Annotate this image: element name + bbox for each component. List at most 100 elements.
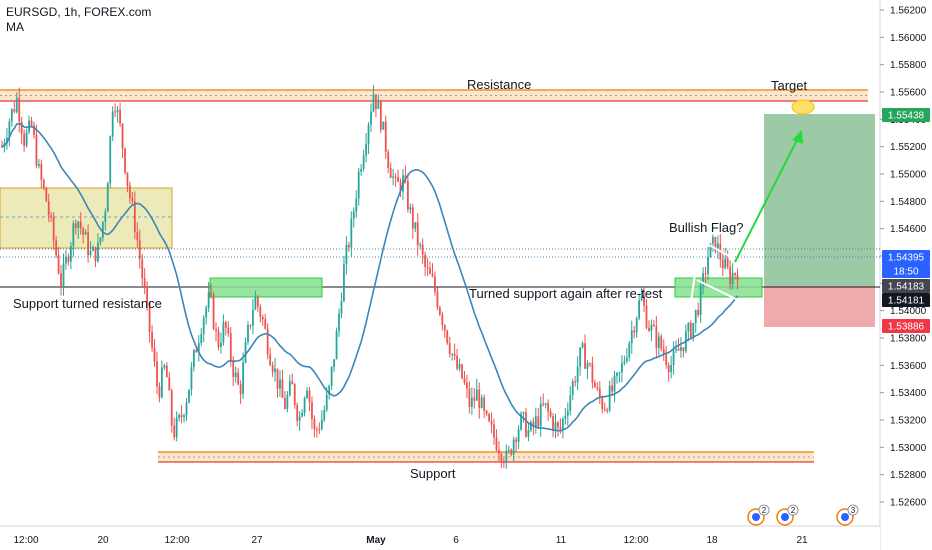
candle-body [183,415,185,418]
event-badge-count-bg [787,504,799,516]
candle-body [30,120,33,126]
y-tick-label: 1.55000 [890,170,927,181]
candle-body [635,318,638,333]
candle-body [621,363,623,373]
candle-body [650,324,653,331]
candle-body [625,357,628,362]
candle-body [498,450,500,454]
candle-body [254,296,257,310]
candle-body [212,294,215,329]
candle-body [729,266,732,285]
candle-body [284,397,286,409]
candle-body [414,222,417,229]
candle-body [158,386,161,398]
candle-body [106,183,109,212]
candle-body [704,273,707,275]
candle-body [692,323,695,338]
candle-body [379,101,382,130]
candle-body [606,410,609,412]
y-tick-label: 1.53600 [890,361,927,372]
event-badges[interactable]: 2 2 3 [747,504,859,526]
candle-body [315,429,318,431]
candle-body [522,412,525,414]
candle-body [707,257,709,274]
candle-body [470,397,473,408]
candle-body [527,429,530,437]
candle-body [724,258,727,269]
candle-body [530,421,532,430]
candle-body [483,397,486,411]
candle-body [82,228,85,235]
candle-body [689,322,692,338]
candle-body [662,348,665,355]
candle-body [416,222,419,246]
price-tag [882,250,930,264]
candle-body [485,410,488,414]
candle-body [111,111,114,137]
candle-body [109,136,112,184]
candle-body [20,121,23,134]
price-tags: 1.55438 1.54395 18:50 1.54183 1.54181 1.53886 [882,108,930,333]
candle-body [313,419,316,430]
candle-body [227,327,230,334]
candle-body [355,198,358,212]
bullish-flag-drawing[interactable] [687,239,743,323]
candle-body [453,353,456,356]
candle-body [136,232,139,241]
candle-body [224,322,227,328]
candle-body [734,273,736,275]
candle-body [205,307,208,318]
target-zone[interactable] [764,114,875,286]
candle-body [515,439,518,442]
target-marker[interactable] [791,99,815,115]
y-tick-label: 1.56000 [890,33,927,44]
candle-body [557,422,559,428]
price-tag-label: 1.55438 [888,111,925,122]
candle-body [244,342,247,363]
candle-body [99,237,102,243]
candle-body [352,211,355,219]
candle-body [286,395,289,409]
candle-body [461,364,463,379]
price-tag-label: 1.54183 [888,282,925,293]
retest-box-2[interactable] [674,277,763,298]
candle-body [318,429,321,431]
candle-body [306,390,308,399]
chart-title: EURSGD, 1h, FOREX.com [6,5,152,19]
retest-box-1[interactable] [209,277,323,298]
candle-body [574,381,577,383]
label-target: Target [771,78,808,93]
candle-body [409,207,412,210]
candle-body [256,296,259,307]
support-band[interactable] [158,451,814,463]
time-axis-ticks: 12:00 20 12:00 27 May 6 11 12:00 18 21 [13,535,808,546]
candle-body [593,382,596,388]
candle-body [564,415,567,419]
candle-body [311,402,313,420]
candle-body [178,414,181,418]
candle-body [190,367,193,390]
candle-body [72,223,75,247]
candle-body [271,364,274,373]
candle-body [180,414,183,418]
candle-body [1,146,3,148]
candle-body [25,131,28,146]
candle-body [23,133,26,146]
candle-body [143,278,146,289]
candle-body [699,285,702,316]
candle-body [466,382,468,389]
candle-body [185,402,188,416]
label-bullish-flag: Bullish Flag? [669,220,743,235]
target-arrow[interactable] [734,130,803,263]
candle-body [97,242,99,262]
time-axis[interactable] [0,526,880,550]
y-tick-label: 1.55800 [890,60,927,71]
consolidation-zone[interactable] [0,187,173,249]
candle-body [168,377,171,391]
candle-body [419,244,422,246]
stop-zone[interactable] [764,286,875,327]
candle-body [13,109,16,112]
candle-body [375,94,377,109]
candle-body [345,244,348,265]
resistance-band[interactable] [0,89,868,102]
